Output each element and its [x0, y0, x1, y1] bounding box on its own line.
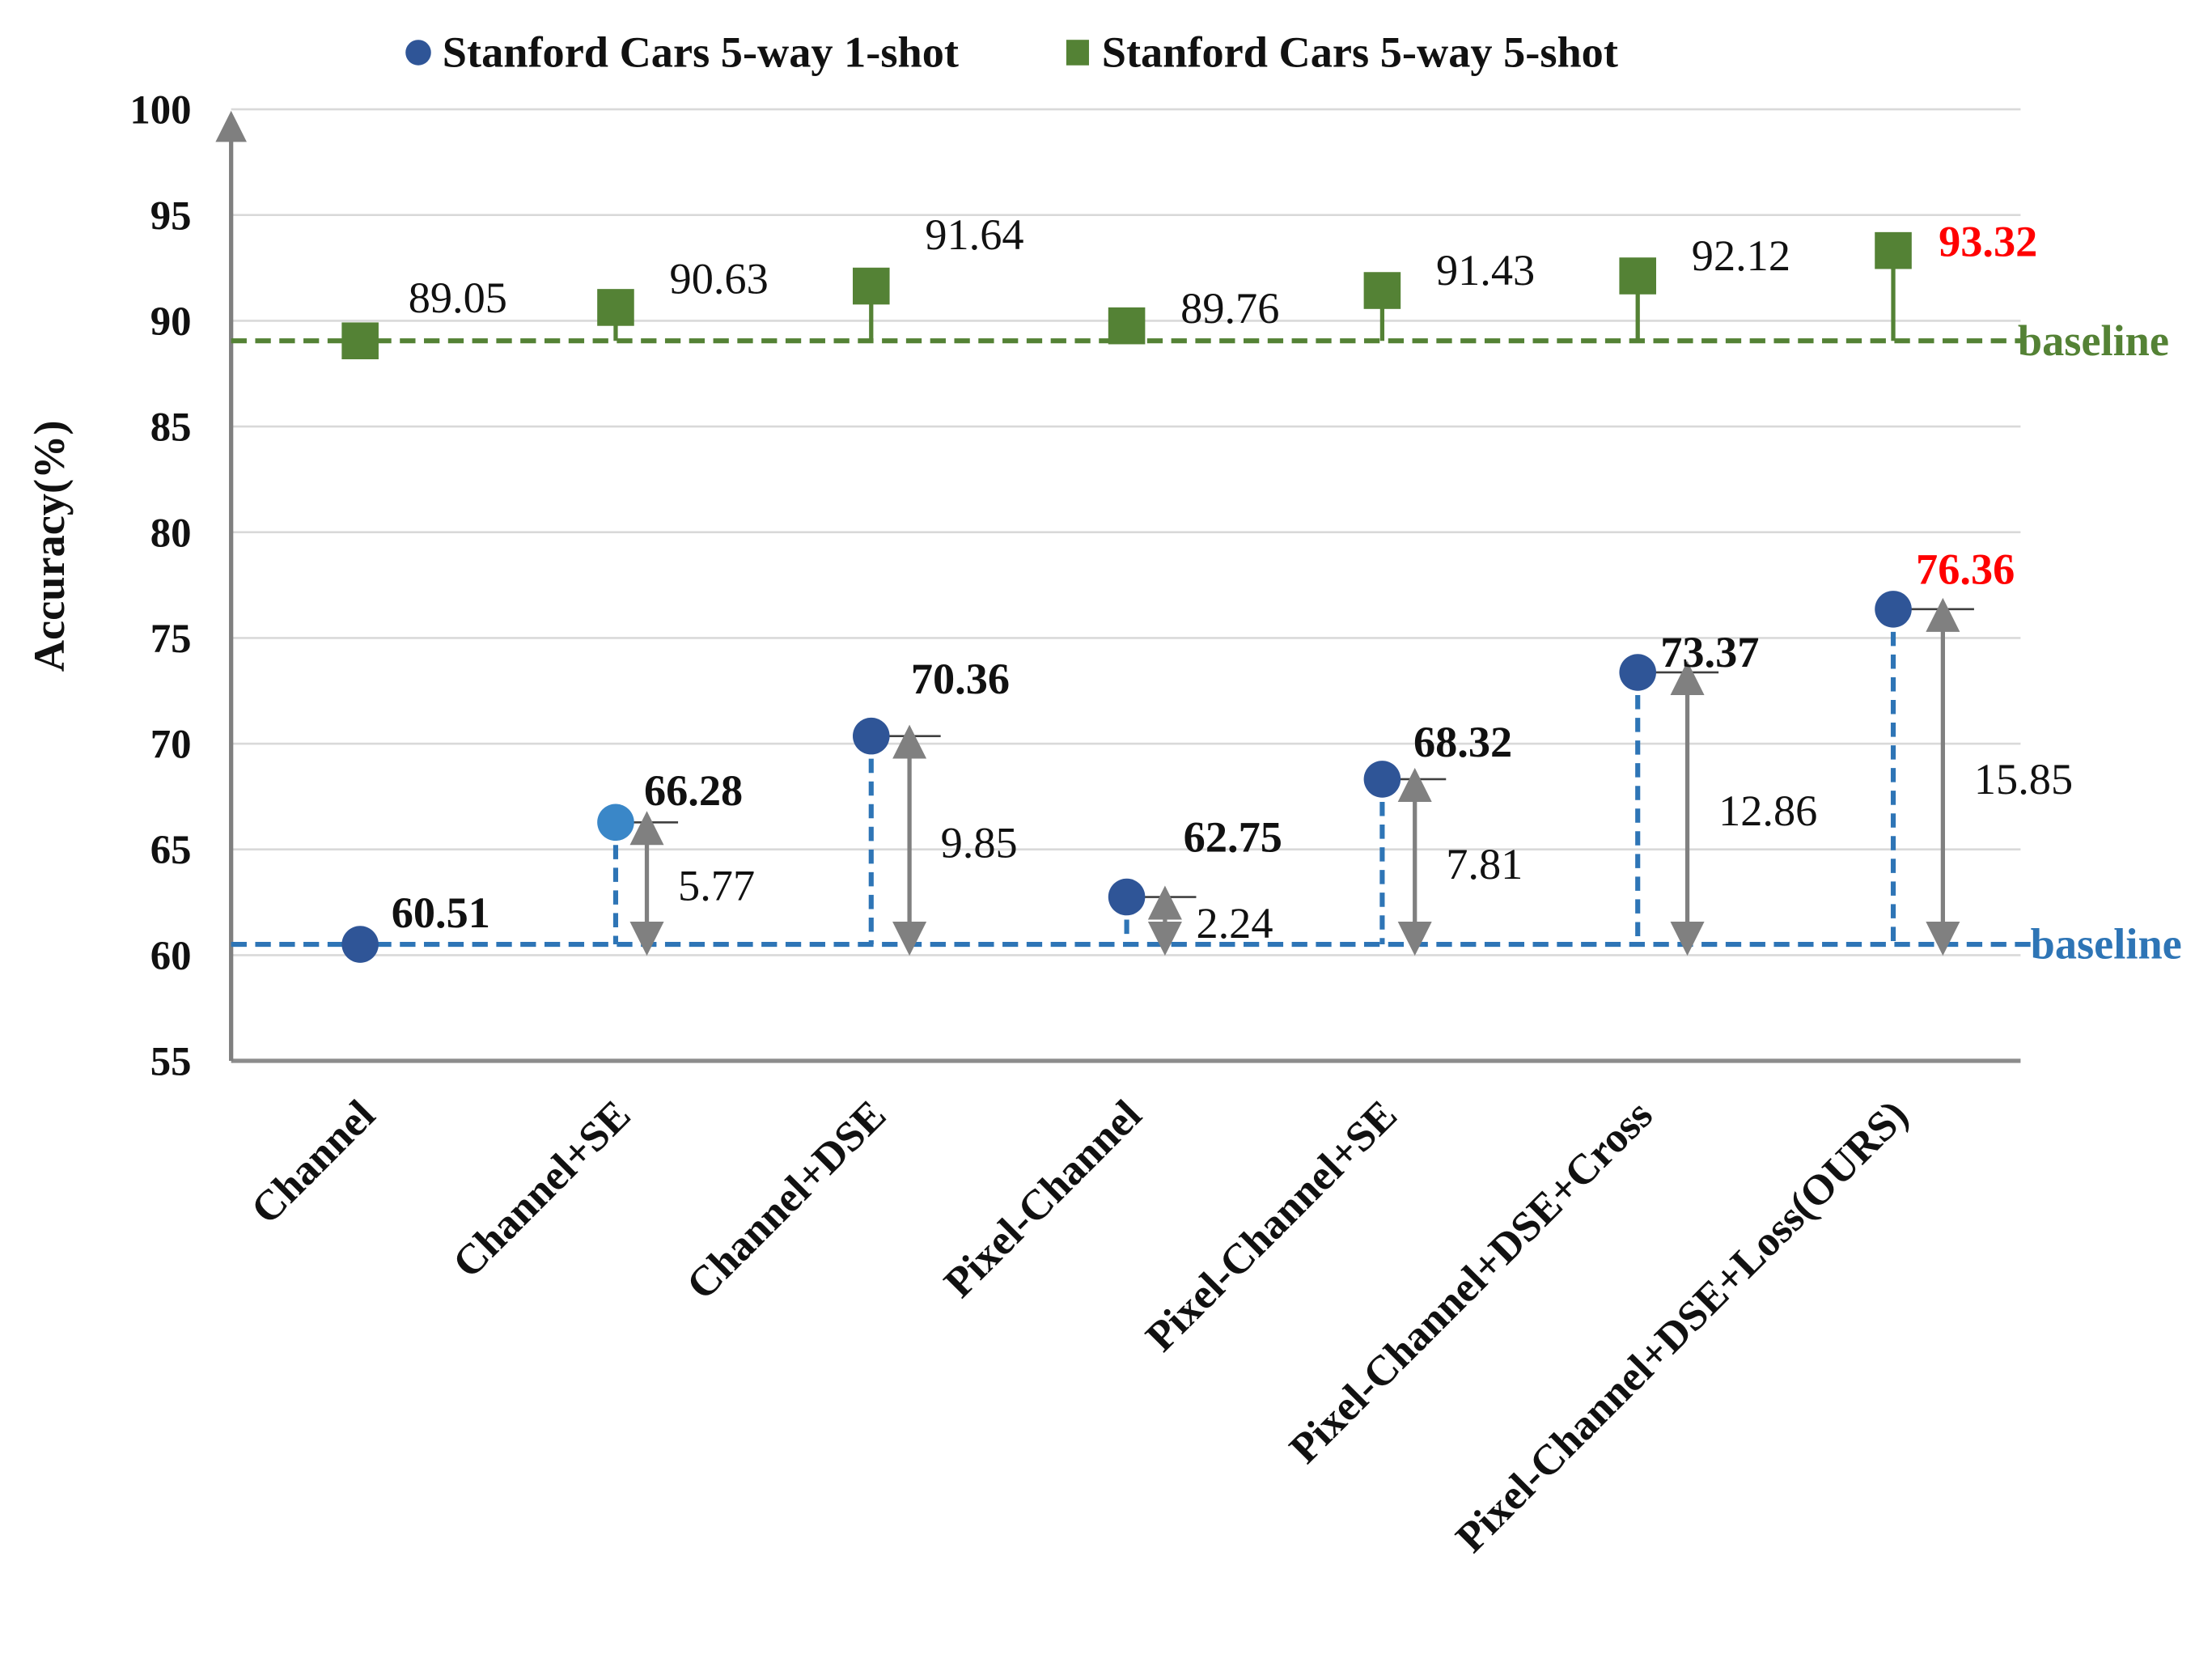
grid-lines	[231, 108, 2021, 956]
point-1shot	[1108, 878, 1146, 916]
y-tick-labels: 55 60 65 70 75 80 85 90 95 100	[129, 87, 191, 1084]
y-tick-label: 95	[150, 193, 192, 238]
point-1shot	[597, 804, 634, 842]
value-label-1shot: 73.37	[1660, 628, 1759, 676]
point-5shot	[1619, 257, 1656, 295]
improvement-label: 2.24	[1196, 899, 1273, 948]
point-5shot	[852, 267, 890, 305]
point-1shot	[1875, 591, 1912, 628]
value-label-1shot: 66.28	[644, 766, 743, 815]
y-tick-label: 55	[150, 1039, 192, 1084]
x-tick-label: Channel	[242, 1092, 383, 1233]
point-5shot	[1363, 272, 1401, 309]
x-tick-label: Pixel-Channel+DSE+Loss(OURS)	[1447, 1092, 1917, 1562]
value-label-5shot: 91.64	[925, 210, 1023, 259]
baseline-label-5shot: baseline	[2018, 316, 2169, 365]
legend-label-1shot: Stanford Cars 5-way 1-shot	[443, 28, 959, 76]
point-5shot	[1108, 307, 1146, 345]
x-tick-labels: Channel Channel+SE Channel+DSE Pixel-Channe…	[242, 1092, 1917, 1562]
value-label-1shot: 62.75	[1184, 812, 1282, 861]
y-tick-label: 60	[150, 933, 192, 978]
point-5shot	[1875, 231, 1912, 269]
value-label-1shot: 76.36	[1916, 545, 2015, 593]
improvement-label: 9.85	[941, 818, 1018, 867]
y-tick-label: 85	[150, 405, 192, 450]
baseline-label-1shot: baseline	[2031, 920, 2182, 969]
value-label-5shot: 93.32	[1939, 218, 2037, 266]
value-label-5shot: 90.63	[670, 254, 769, 303]
y-tick-label: 75	[150, 616, 192, 661]
legend-marker-5shot	[1066, 40, 1089, 66]
value-label-5shot: 89.76	[1180, 284, 1279, 333]
value-label-1shot: 60.51	[392, 888, 490, 937]
point-1shot	[341, 926, 379, 963]
value-label-5shot: 92.12	[1692, 231, 1790, 280]
value-label-5shot: 89.05	[409, 274, 507, 322]
improvement-label: 7.81	[1446, 840, 1523, 888]
y-tick-label: 90	[150, 299, 192, 344]
legend-marker-1shot	[405, 40, 431, 66]
y-tick-label: 100	[129, 87, 191, 133]
improvement-label: 5.77	[678, 862, 755, 910]
x-tick-label: Channel+DSE	[678, 1092, 896, 1309]
legend: Stanford Cars 5-way 1-shot Stanford Cars…	[405, 28, 1618, 76]
y-tick-label: 65	[150, 827, 192, 872]
value-label-1shot: 70.36	[911, 655, 1010, 703]
x-tick-label: Pixel-Channel	[935, 1092, 1150, 1307]
point-1shot	[1363, 761, 1401, 798]
x-tick-label: Channel+SE	[444, 1092, 640, 1287]
point-1shot	[1619, 654, 1656, 691]
point-5shot	[341, 322, 379, 360]
value-label-5shot: 91.43	[1436, 246, 1535, 295]
legend-label-5shot: Stanford Cars 5-way 5-shot	[1102, 28, 1618, 76]
value-label-1shot: 68.32	[1413, 718, 1512, 766]
improvement-label: 12.86	[1718, 787, 1817, 835]
axes	[215, 110, 2021, 1063]
improvement-label: 15.85	[1974, 755, 2073, 804]
y-tick-label: 70	[150, 722, 192, 767]
y-axis-arrow-icon	[215, 110, 247, 142]
point-5shot	[597, 289, 634, 326]
y-axis-title: Accuracy(%)	[25, 421, 74, 672]
point-1shot	[852, 717, 890, 755]
data-marks: baseline baseline 89.05 60.51 90.63 5.77 66.28…	[231, 210, 2182, 969]
x-tick-label: Pixel-Channel+SE	[1137, 1092, 1406, 1361]
y-tick-label: 80	[150, 510, 192, 555]
